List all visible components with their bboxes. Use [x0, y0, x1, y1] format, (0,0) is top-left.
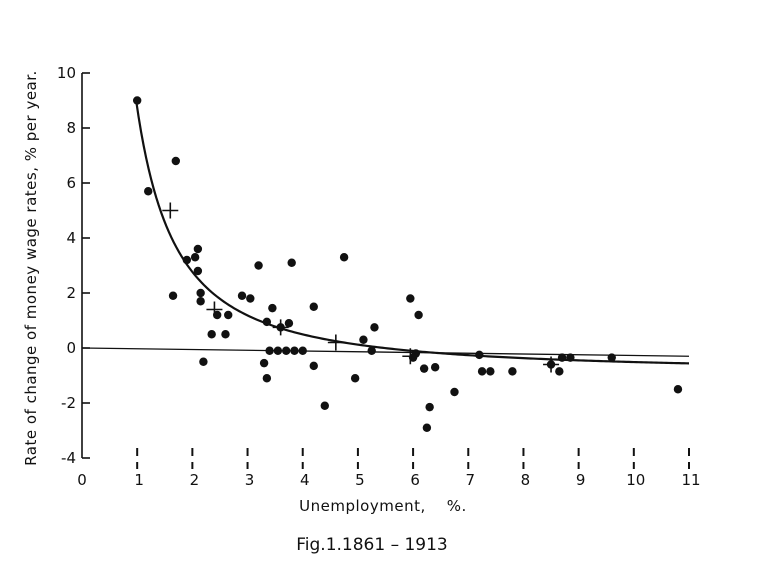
x-tick-label: 11 [681, 471, 700, 489]
x-tick-label: 5 [355, 471, 365, 489]
cross-marker [327, 334, 344, 351]
data-point [350, 374, 360, 383]
y-tick-label: -4 [61, 449, 76, 467]
data-point [262, 374, 272, 383]
x-tick-label: 6 [410, 471, 420, 489]
data-point [182, 255, 192, 265]
x-tick-label: 10 [626, 471, 645, 489]
data-point [370, 323, 379, 332]
data-point [477, 367, 487, 376]
data-point [486, 367, 495, 376]
cross-markers-layer [162, 202, 560, 373]
data-point [287, 258, 296, 267]
y-tick-label: 8 [66, 119, 76, 137]
data-point [607, 353, 616, 362]
data-point [196, 288, 205, 298]
y-tick-label: 6 [66, 174, 76, 192]
data-point [171, 156, 181, 166]
data-point [290, 346, 299, 355]
x-tick-label: 8 [521, 471, 531, 489]
x-axis-label: Unemployment, %. [299, 497, 467, 515]
zero-reference-line [81, 347, 690, 357]
x-tick-label: 3 [245, 471, 255, 489]
data-point [309, 302, 318, 311]
data-point [207, 330, 216, 339]
data-point [555, 367, 564, 376]
cross-marker [543, 356, 560, 373]
data-point [237, 291, 247, 300]
data-point [475, 350, 484, 360]
x-tick-label: 1 [134, 471, 144, 489]
data-point [419, 364, 429, 373]
cross-marker [162, 202, 179, 219]
data-point [273, 346, 283, 355]
data-point [367, 346, 376, 355]
data-point [284, 319, 294, 328]
data-point [199, 357, 208, 366]
data-point [132, 96, 142, 105]
x-tick-label: 9 [576, 471, 586, 489]
data-point [246, 294, 255, 303]
y-tick-label: 10 [57, 64, 76, 82]
data-point [259, 358, 269, 368]
cross-marker [272, 319, 289, 336]
data-point [268, 303, 277, 313]
axis-layer: -4 -2 0 2 4 6 8 10 0 1 2 3 4 5 6 7 8 9 10 11 [57, 64, 701, 489]
figure-caption: Fig.1.1861 – 1913 [296, 535, 448, 555]
data-point [168, 291, 178, 300]
x-tick-label: 7 [465, 471, 475, 489]
data-point [414, 310, 423, 320]
y-tick-label: 0 [66, 339, 76, 357]
data-point [281, 346, 291, 355]
data-point [298, 346, 307, 355]
data-point [254, 261, 263, 270]
data-point [144, 187, 153, 196]
data-point [508, 367, 517, 376]
data-point [566, 353, 575, 362]
y-tick-label: -2 [61, 394, 76, 412]
data-point [320, 401, 329, 410]
data-points-layer [132, 96, 683, 432]
data-point [557, 353, 567, 362]
data-point [193, 266, 203, 276]
data-point [262, 317, 272, 327]
data-point [196, 297, 205, 306]
data-point [224, 310, 233, 320]
data-point [425, 402, 434, 412]
data-point [359, 335, 368, 344]
data-point [406, 294, 415, 303]
data-point [673, 385, 683, 394]
data-point [309, 361, 318, 371]
cross-marker [402, 348, 419, 365]
y-tick-label: 4 [66, 229, 76, 247]
y-axis-label: Rate of change of money wage rates, % pe… [22, 70, 40, 466]
reference-line-layer [81, 347, 690, 357]
data-point [265, 346, 274, 355]
cross-marker [206, 301, 223, 318]
x-tick-label: 0 [77, 471, 87, 489]
fitted-curve-layer [134, 99, 690, 365]
x-tick-label: 4 [300, 471, 310, 489]
data-point [190, 253, 200, 262]
data-point [221, 330, 230, 339]
data-point [193, 244, 203, 254]
data-point [450, 387, 459, 397]
x-tick-label: 2 [190, 471, 200, 489]
data-point [422, 423, 432, 432]
data-point [339, 253, 349, 262]
fitted-phillips-curve [134, 99, 690, 365]
data-point [430, 363, 440, 372]
y-tick-label: 2 [66, 284, 76, 302]
